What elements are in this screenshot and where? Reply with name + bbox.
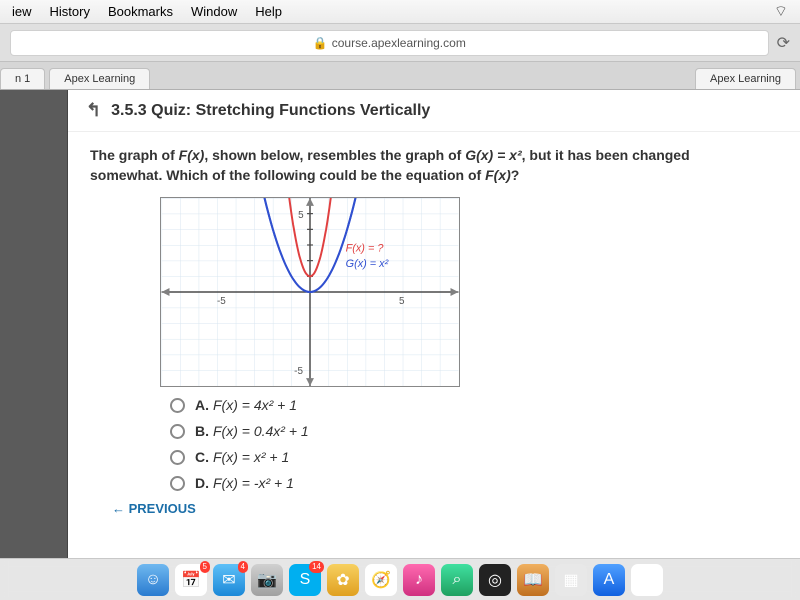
previous-link[interactable]: ← PREVIOUS: [112, 501, 778, 516]
dock-icon: A: [593, 564, 625, 596]
svg-text:-5: -5: [294, 366, 303, 377]
dock-app-2[interactable]: ✉4: [213, 564, 245, 596]
menu-view[interactable]: iew: [12, 4, 32, 19]
answer-c[interactable]: C.F(x) = x² + 1: [170, 449, 778, 465]
svg-text:5: 5: [399, 296, 405, 307]
url-bar[interactable]: 🔒 course.apexlearning.com: [10, 30, 769, 56]
radio-c[interactable]: [170, 450, 185, 465]
dock-app-8[interactable]: ⌕: [441, 564, 473, 596]
answer-list: A.F(x) = 4x² + 1 B.F(x) = 0.4x² + 1 C.F(…: [170, 397, 778, 491]
menu-bookmarks[interactable]: Bookmarks: [108, 4, 173, 19]
menu-help[interactable]: Help: [255, 4, 282, 19]
dock-app-10[interactable]: 📖: [517, 564, 549, 596]
quiz-title: 3.5.3 Quiz: Stretching Functions Vertica…: [111, 102, 430, 120]
lms-sidebar: [0, 90, 68, 558]
refresh-icon[interactable]: ⟳: [777, 33, 790, 53]
dock-app-12[interactable]: A: [593, 564, 625, 596]
dock-icon: ◎: [479, 564, 511, 596]
dock-app-7[interactable]: ♪: [403, 564, 435, 596]
svg-text:-5: -5: [217, 296, 226, 307]
dock-app-4[interactable]: S14: [289, 564, 321, 596]
badge: 5: [200, 561, 210, 573]
tab-apex[interactable]: Apex Learning: [49, 68, 150, 89]
menubar: iew History Bookmarks Window Help ⌔: [0, 0, 800, 24]
dock-icon: ♪: [403, 564, 435, 596]
dock-icon: 🧭: [365, 564, 397, 596]
question-area: The graph of F(x), shown below, resemble…: [68, 132, 800, 530]
radio-d[interactable]: [170, 476, 185, 491]
f-label: F(x) = ?: [346, 243, 385, 255]
browser-toolbar: 🔒 course.apexlearning.com ⟳: [0, 24, 800, 62]
badge: 14: [309, 561, 324, 573]
dock-app-1[interactable]: 📅5: [175, 564, 207, 596]
dock-icon: R: [631, 564, 663, 596]
radio-a[interactable]: [170, 398, 185, 413]
tab-right[interactable]: Apex Learning: [695, 68, 796, 89]
back-arrow-icon[interactable]: ↰: [86, 100, 101, 121]
dock-icon: 📖: [517, 564, 549, 596]
question-text: The graph of F(x), shown below, resemble…: [90, 146, 690, 185]
graph-svg: -5 5 5 -5 F(x) = ? G(x) = x²: [161, 198, 459, 386]
radio-b[interactable]: [170, 424, 185, 439]
dock-icon: ✿: [327, 564, 359, 596]
lock-icon: 🔒: [313, 36, 328, 50]
dock-icon: 📷: [251, 564, 283, 596]
wifi-icon: ⌔: [774, 2, 788, 21]
answer-b[interactable]: B.F(x) = 0.4x² + 1: [170, 423, 778, 439]
dock-app-5[interactable]: ✿: [327, 564, 359, 596]
dock-app-11[interactable]: ▦: [555, 564, 587, 596]
content-area: ↰ 3.5.3 Quiz: Stretching Functions Verti…: [68, 90, 800, 558]
dock-icon: ▦: [555, 564, 587, 596]
dock-app-6[interactable]: 🧭: [365, 564, 397, 596]
dock: ☺📅5✉4📷S14✿🧭♪⌕◎📖▦AR: [0, 558, 800, 600]
g-label: G(x) = x²: [346, 258, 389, 270]
graph: -5 5 5 -5 F(x) = ? G(x) = x²: [160, 197, 460, 387]
quiz-header: ↰ 3.5.3 Quiz: Stretching Functions Verti…: [68, 90, 800, 132]
menu-window[interactable]: Window: [191, 4, 237, 19]
tab-left[interactable]: n 1: [0, 68, 45, 89]
answer-d[interactable]: D.F(x) = -x² + 1: [170, 475, 778, 491]
dock-app-3[interactable]: 📷: [251, 564, 283, 596]
dock-icon: ☺: [137, 564, 169, 596]
url-text: course.apexlearning.com: [332, 36, 466, 50]
dock-app-13[interactable]: R: [631, 564, 663, 596]
tab-strip: n 1 Apex Learning Apex Learning: [0, 62, 800, 90]
dock-app-0[interactable]: ☺: [137, 564, 169, 596]
dock-icon: ⌕: [441, 564, 473, 596]
answer-a[interactable]: A.F(x) = 4x² + 1: [170, 397, 778, 413]
svg-text:5: 5: [298, 210, 304, 221]
badge: 4: [238, 561, 248, 573]
dock-app-9[interactable]: ◎: [479, 564, 511, 596]
menu-history[interactable]: History: [50, 4, 90, 19]
